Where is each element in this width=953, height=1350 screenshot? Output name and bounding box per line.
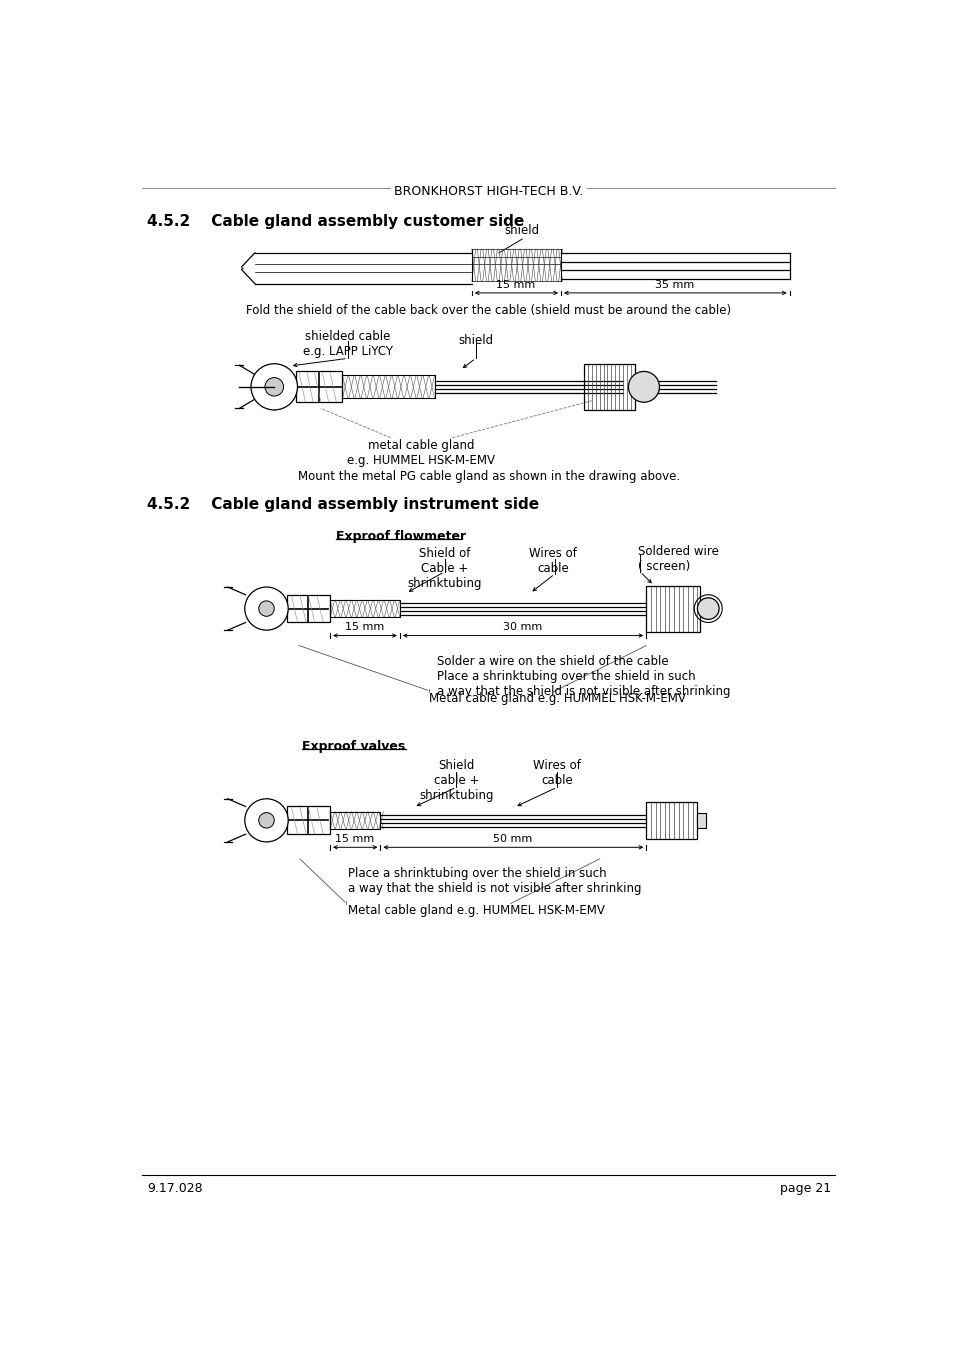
Bar [287, 595, 330, 622]
Text: shield: shield [504, 224, 539, 238]
Text: Mount the metal PG cable gland as shown in the drawing above.: Mount the metal PG cable gland as shown … [297, 470, 679, 483]
Text: 15 mm: 15 mm [496, 279, 536, 290]
Text: Exproof flowmeter: Exproof flowmeter [335, 531, 466, 543]
Text: Shield of
Cable +
shrinktubing: Shield of Cable + shrinktubing [407, 547, 481, 590]
Text: Soldered wire
( screen): Soldered wire ( screen) [638, 544, 719, 572]
Text: Wires of
cable: Wires of cable [529, 547, 577, 575]
Text: shielded cable
e.g. LAPP LiYCY: shielded cable e.g. LAPP LiYCY [302, 329, 393, 358]
Text: Fold the shield of the cable back over the cable (shield must be around the cabl: Fold the shield of the cable back over t… [246, 305, 731, 317]
Text: BRONKHORST HIGH-TECH B.V.: BRONKHORST HIGH-TECH B.V. [394, 185, 583, 197]
Text: 50 mm: 50 mm [493, 834, 532, 844]
Text: Metal cable gland e.g. HUMMEL HSK-M-EMV: Metal cable gland e.g. HUMMEL HSK-M-EMV [348, 903, 604, 917]
Bar [645, 802, 696, 838]
Bar [696, 813, 705, 828]
Circle shape [265, 378, 283, 396]
Text: Solder a wire on the shield of the cable
Place a shrinktubing over the shield in: Solder a wire on the shield of the cable… [436, 655, 730, 698]
Circle shape [258, 813, 274, 828]
Bar [645, 586, 700, 632]
Bar [287, 806, 330, 834]
Circle shape [251, 363, 297, 410]
Text: 15 mm: 15 mm [335, 834, 375, 844]
Text: 9.17.028: 9.17.028 [147, 1181, 203, 1195]
Text: Wires of
cable: Wires of cable [533, 759, 580, 787]
Text: 35 mm: 35 mm [655, 279, 694, 290]
Text: 4.5.2    Cable gland assembly instrument side: 4.5.2 Cable gland assembly instrument si… [147, 497, 538, 512]
Bar [295, 371, 342, 402]
Circle shape [697, 598, 719, 620]
Text: 4.5.2    Cable gland assembly customer side: 4.5.2 Cable gland assembly customer side [147, 215, 524, 230]
Text: 30 mm: 30 mm [503, 622, 542, 632]
Text: page 21: page 21 [779, 1181, 830, 1195]
Circle shape [245, 799, 288, 842]
Text: Shield
cable +
shrinktubing: Shield cable + shrinktubing [418, 759, 493, 802]
Text: Exproof valves: Exproof valves [302, 740, 405, 752]
Circle shape [628, 371, 659, 402]
Circle shape [245, 587, 288, 630]
Text: Place a shrinktubing over the shield in such
a way that the shield is not visibl: Place a shrinktubing over the shield in … [348, 867, 640, 895]
Bar [583, 363, 634, 410]
Text: shield: shield [457, 333, 493, 347]
Text: 15 mm: 15 mm [345, 622, 384, 632]
Text: Metal cable gland e.g. HUMMEL HSK-M-EMV: Metal cable gland e.g. HUMMEL HSK-M-EMV [429, 691, 685, 705]
Text: metal cable gland
e.g. HUMMEL HSK-M-EMV: metal cable gland e.g. HUMMEL HSK-M-EMV [347, 439, 495, 467]
Bar [330, 811, 380, 829]
Circle shape [258, 601, 274, 617]
Bar [330, 601, 399, 617]
